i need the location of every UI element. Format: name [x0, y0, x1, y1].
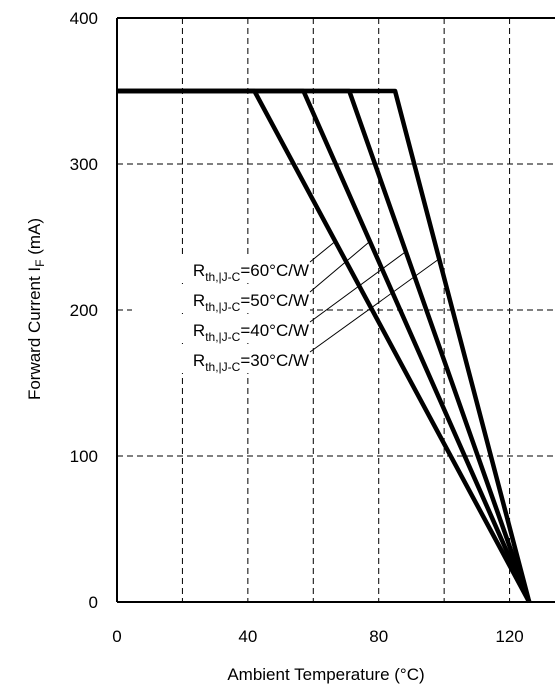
axes	[116, 17, 555, 603]
x-tick-label: 40	[238, 627, 257, 646]
y-tick-label: 0	[89, 593, 98, 612]
series-annotation-2: Rth,|J-C=40°C/W	[193, 321, 309, 344]
y-axis-title: Forward Current IF (mA)	[25, 218, 47, 400]
y-axis-title-subscript: F	[33, 260, 47, 267]
y-tick-label: 100	[70, 447, 98, 466]
y-axis-title-main: Forward Current I	[25, 267, 44, 400]
annotation-leader-line	[309, 251, 407, 323]
annotation-leader-line	[309, 240, 371, 293]
y-tick-label: 400	[70, 9, 98, 28]
y-tick-label: 300	[70, 155, 98, 174]
annotation-background	[132, 316, 310, 343]
series-annotation-3: Rth,|J-C=30°C/W	[193, 351, 309, 374]
series-lines	[117, 88, 532, 604]
series-annotations: Rth,|J-C=60°C/W Rth,|J-C=50°C/W Rth,|J-C=4…	[132, 240, 440, 374]
series-line-3	[117, 88, 532, 604]
series-annotation-0: Rth,|J-C=60°C/W	[193, 261, 309, 284]
annotation-background	[132, 346, 310, 373]
series-annotation-1: Rth,|J-C=50°C/W	[193, 291, 309, 314]
y-axis-title-unit: (mA)	[25, 218, 44, 260]
x-tick-label: 0	[112, 627, 121, 646]
x-tick-label: 80	[369, 627, 388, 646]
annotation-leader-line	[309, 258, 440, 353]
tick-labels: 0 100 200 300 400 0 40 80 120	[70, 9, 524, 646]
y-tick-label: 200	[70, 301, 98, 320]
annotation-background	[132, 256, 310, 283]
x-axis-title: Ambient Temperature (°C)	[227, 665, 424, 684]
annotation-background	[132, 286, 310, 313]
annotation-leader-line	[309, 240, 336, 263]
x-tick-label: 120	[495, 627, 523, 646]
